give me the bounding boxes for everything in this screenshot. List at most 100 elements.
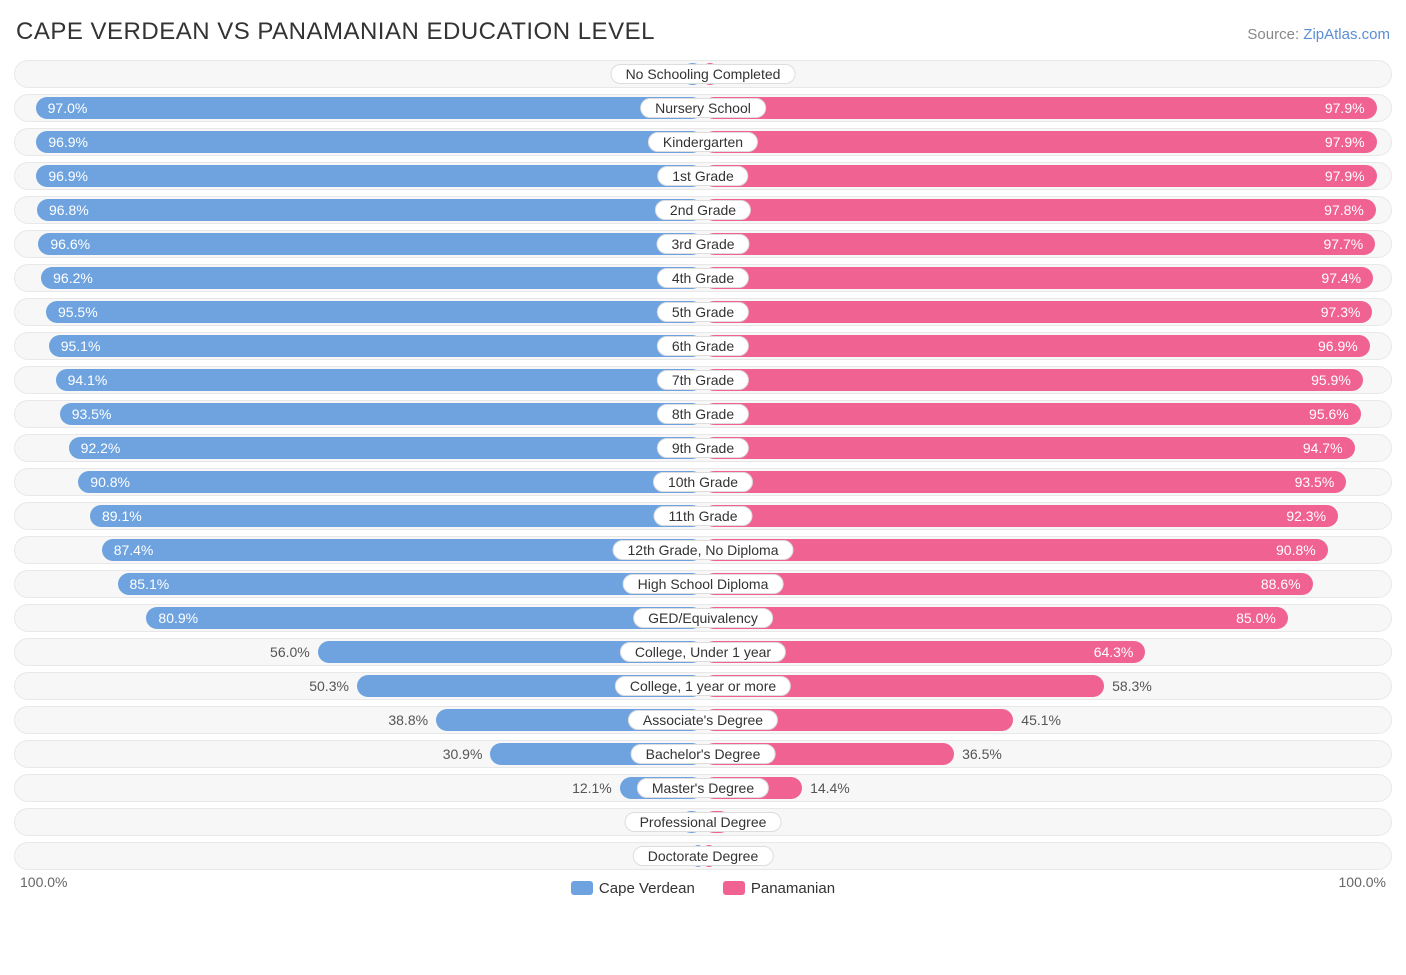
track-left: 96.9% — [15, 129, 703, 155]
bar-right — [703, 199, 1376, 221]
bar-left — [69, 437, 703, 459]
category-label: Bachelor's Degree — [631, 744, 776, 764]
chart-row: 89.1%92.3%11th Grade — [14, 502, 1392, 530]
chart-row: 3.4%4.1%Professional Degree — [14, 808, 1392, 836]
legend-swatch-right — [723, 881, 745, 895]
legend-swatch-left — [571, 881, 593, 895]
chart-row: 94.1%95.9%7th Grade — [14, 366, 1392, 394]
chart-row: 97.0%97.9%Nursery School — [14, 94, 1392, 122]
track-right: 97.7% — [703, 231, 1391, 257]
chart-row: 93.5%95.6%8th Grade — [14, 400, 1392, 428]
value-right: 36.5% — [954, 741, 1002, 767]
track-left: 90.8% — [15, 469, 703, 495]
chart-row: 96.6%97.7%3rd Grade — [14, 230, 1392, 258]
category-label: 11th Grade — [653, 506, 752, 526]
legend-label-left: Cape Verdean — [599, 880, 695, 897]
bar-left — [60, 403, 703, 425]
bar-left — [56, 369, 703, 391]
chart-row: 38.8% 45.1% Associate's Degree — [14, 706, 1392, 734]
category-label: 4th Grade — [657, 268, 749, 288]
category-label: Kindergarten — [648, 132, 758, 152]
bar-left — [78, 471, 703, 493]
track-left: 96.6% — [15, 231, 703, 257]
bar-left — [146, 607, 703, 629]
bar-left — [118, 573, 703, 595]
chart-row: 50.3%58.3%College, 1 year or more — [14, 672, 1392, 700]
track-left: 3.4% — [15, 809, 703, 835]
category-label: Associate's Degree — [628, 710, 778, 730]
bar-left — [38, 233, 703, 255]
bar-right — [703, 471, 1346, 493]
track-right: 64.3% — [703, 639, 1391, 665]
bar-left — [41, 267, 703, 289]
category-label: 7th Grade — [657, 370, 749, 390]
bar-left — [90, 505, 703, 527]
track-right: 4.1% — [703, 809, 1391, 835]
category-label: No Schooling Completed — [611, 64, 796, 84]
track-left: 80.9% — [15, 605, 703, 631]
track-right: 96.9% — [703, 333, 1391, 359]
track-right: 92.3% — [703, 503, 1391, 529]
source-link[interactable]: ZipAtlas.com — [1303, 26, 1390, 43]
bar-left — [37, 199, 703, 221]
track-left: 56.0% — [15, 639, 703, 665]
track-right: 85.0% — [703, 605, 1391, 631]
track-left: 95.5% — [15, 299, 703, 325]
track-left: 94.1% — [15, 367, 703, 393]
track-left: 95.1% — [15, 333, 703, 359]
track-left: 85.1% — [15, 571, 703, 597]
category-label: 5th Grade — [657, 302, 749, 322]
category-label: College, 1 year or more — [615, 676, 791, 696]
legend-item-right: Panamanian — [723, 880, 835, 897]
chart-row: 80.9%85.0%GED/Equivalency — [14, 604, 1392, 632]
track-left: 96.2% — [15, 265, 703, 291]
value-left: 38.8% — [388, 707, 436, 733]
axis-labels: 100.0% Cape Verdean Panamanian 100.0% — [14, 870, 1392, 897]
track-left: 30.9% — [15, 741, 703, 767]
bar-left — [36, 165, 703, 187]
track-right: 88.6% — [703, 571, 1391, 597]
value-right: 45.1% — [1013, 707, 1061, 733]
category-label: 3rd Grade — [656, 234, 749, 254]
chart-row: 85.1%88.6%High School Diploma — [14, 570, 1392, 598]
bar-right — [703, 573, 1313, 595]
value-left: 12.1% — [572, 775, 620, 801]
track-left: 92.2% — [15, 435, 703, 461]
bar-left — [49, 335, 703, 357]
chart-row: 30.9% 36.5% Bachelor's Degree — [14, 740, 1392, 768]
track-right: 95.6% — [703, 401, 1391, 427]
category-label: College, Under 1 year — [620, 642, 786, 662]
chart-row: 1.4%1.7%Doctorate Degree — [14, 842, 1392, 870]
track-left: 93.5% — [15, 401, 703, 427]
axis-right-max: 100.0% — [1339, 874, 1386, 897]
value-left: 30.9% — [443, 741, 491, 767]
track-right: 97.3% — [703, 299, 1391, 325]
category-label: Doctorate Degree — [633, 846, 774, 866]
track-left: 12.1% — [15, 775, 703, 801]
legend-label-right: Panamanian — [751, 880, 835, 897]
category-label: 1st Grade — [657, 166, 748, 186]
chart-rows: 3.1%2.1%No Schooling Completed97.0%97.9%… — [14, 60, 1392, 870]
category-label: 2nd Grade — [655, 200, 751, 220]
track-left: 50.3% — [15, 673, 703, 699]
value-left: 56.0% — [270, 639, 318, 665]
chart-row: 95.5%97.3%5th Grade — [14, 298, 1392, 326]
category-label: Nursery School — [640, 98, 766, 118]
track-right: 90.8% — [703, 537, 1391, 563]
track-right: 36.5% — [703, 741, 1391, 767]
axis-left-max: 100.0% — [20, 874, 67, 897]
chart-title: CAPE VERDEAN VS PANAMANIAN EDUCATION LEV… — [16, 18, 655, 46]
track-right: 97.9% — [703, 163, 1391, 189]
bar-right — [703, 539, 1328, 561]
bar-right — [703, 369, 1363, 391]
category-label: 6th Grade — [657, 336, 749, 356]
value-right: 14.4% — [802, 775, 850, 801]
chart-row: 96.2%97.4%4th Grade — [14, 264, 1392, 292]
chart-row: 92.2%94.7%9th Grade — [14, 434, 1392, 462]
track-right: 93.5% — [703, 469, 1391, 495]
category-label: Master's Degree — [637, 778, 769, 798]
bar-right — [703, 301, 1372, 323]
bar-right — [703, 233, 1375, 255]
chart-row: 12.1% 14.4% Master's Degree — [14, 774, 1392, 802]
bar-right — [703, 403, 1361, 425]
